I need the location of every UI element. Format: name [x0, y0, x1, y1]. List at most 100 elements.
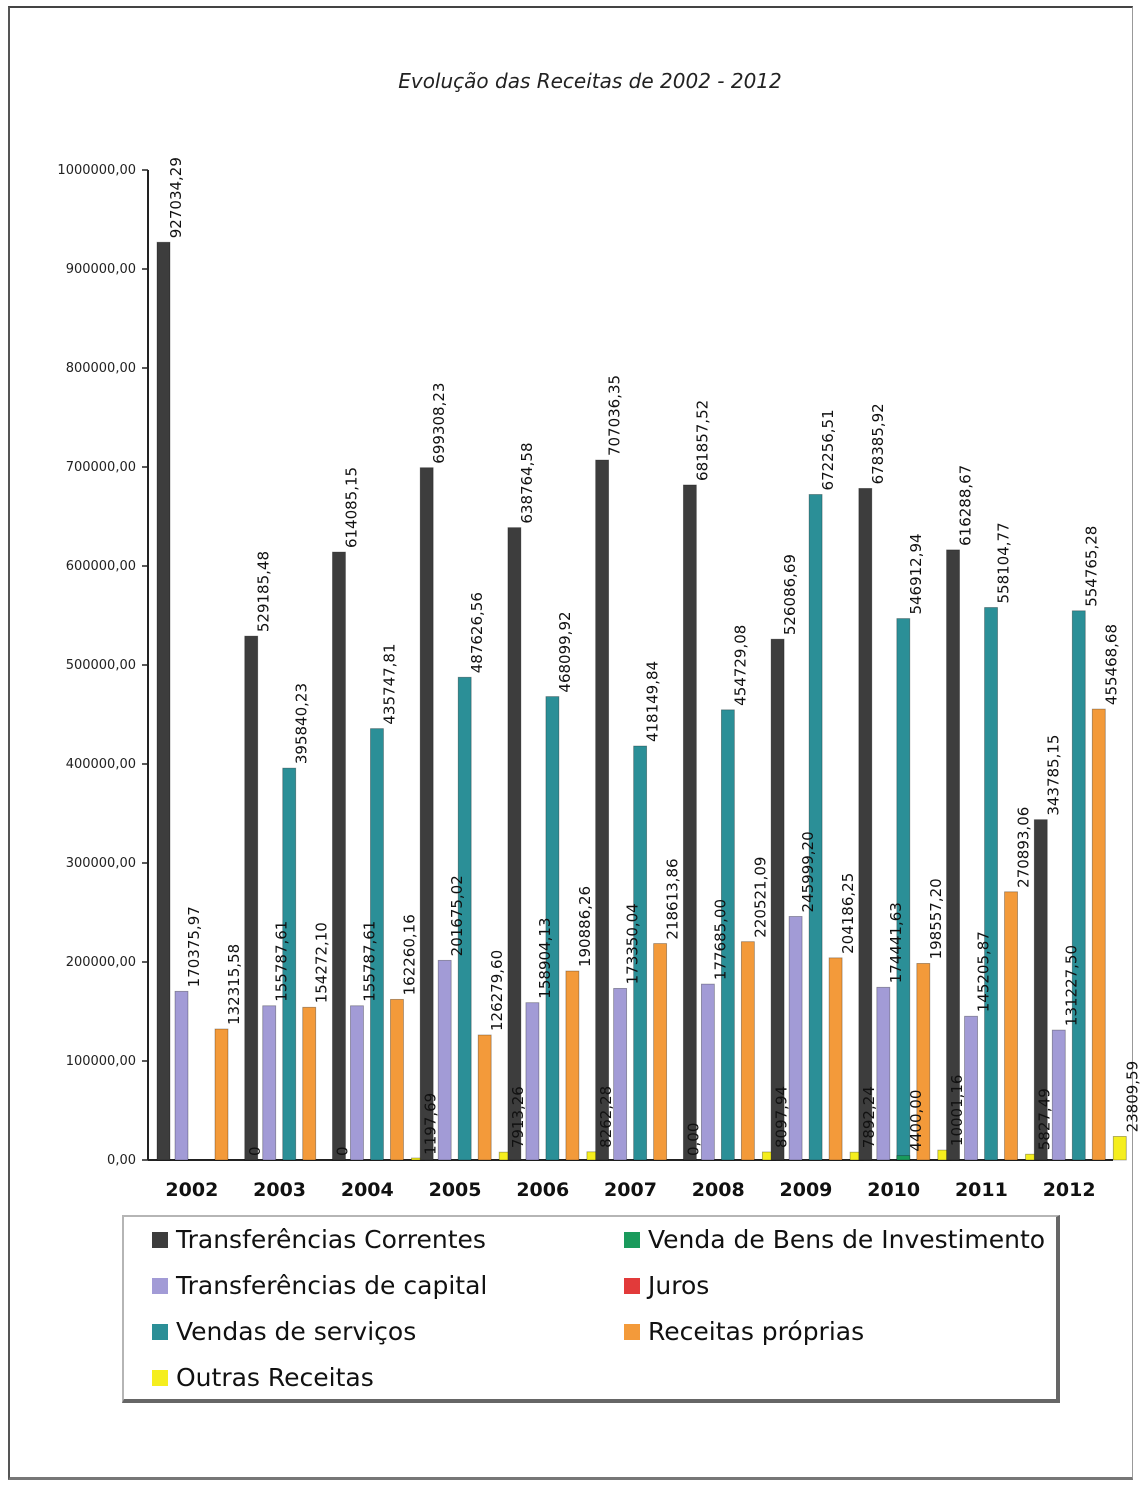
x-tick-label: 2010: [867, 1179, 920, 1201]
data-label: 455468,68: [1102, 624, 1120, 705]
data-label: 8262,28: [597, 1086, 615, 1148]
bar: [262, 1005, 277, 1161]
data-label: 454729,08: [731, 625, 749, 706]
data-label: 435747,81: [380, 643, 398, 724]
data-label: 418149,84: [644, 661, 662, 742]
bar: [1071, 610, 1086, 1161]
legend-swatch: [152, 1369, 168, 1386]
data-label: 173350,04: [624, 903, 642, 984]
legend-label: Receitas próprias: [648, 1317, 865, 1346]
data-label: 546912,94: [907, 533, 925, 614]
data-label: 158904,13: [536, 918, 554, 999]
data-label: 218613,86: [664, 858, 682, 939]
legend-item-transferencias-correntes: Transferências Correntes: [152, 1225, 486, 1254]
data-label: 204186,25: [839, 873, 857, 954]
bar: [565, 970, 580, 1161]
bars-group: [156, 241, 1127, 1161]
data-label: 190886,26: [576, 886, 594, 967]
legend-item-juros: Juros: [624, 1271, 709, 1300]
data-label: 10001,16: [948, 1075, 966, 1147]
x-tick-label: 2003: [253, 1179, 306, 1201]
data-label: 7913,26: [509, 1086, 527, 1148]
legend-label: Vendas de serviços: [176, 1317, 417, 1346]
bar: [788, 916, 803, 1161]
bar: [350, 1005, 364, 1161]
data-label: 23809,59: [1123, 1061, 1141, 1133]
bar: [613, 987, 628, 1161]
bar: [1051, 1029, 1066, 1161]
legend-item-vendas-servicos: Vendas de serviços: [152, 1317, 416, 1346]
bar: [457, 676, 472, 1161]
x-tick-label: 2009: [780, 1179, 833, 1201]
data-label: 0,00: [685, 1123, 703, 1156]
data-label: 155787,61: [360, 921, 378, 1002]
data-label: 132315,58: [225, 944, 243, 1025]
x-tick-label: 2012: [1043, 1179, 1096, 1201]
bar: [896, 618, 911, 1161]
bar: [1091, 708, 1106, 1161]
data-label: 5827,49: [1036, 1088, 1054, 1150]
data-label: 0: [334, 1146, 352, 1156]
data-label: 145205,87: [975, 931, 993, 1012]
bar: [720, 709, 735, 1161]
data-label: 616288,67: [957, 465, 975, 546]
bar: [808, 494, 823, 1161]
data-label: 177685,00: [711, 899, 729, 980]
bar: [419, 467, 434, 1161]
bar: [390, 998, 404, 1161]
legend-label: Transferências de capital: [176, 1271, 488, 1300]
x-tick-label: 2006: [516, 1179, 569, 1201]
y-tick-label: 100000,00: [66, 1054, 136, 1069]
data-label: 154272,10: [313, 922, 331, 1003]
y-tick-label: 0,00: [107, 1153, 136, 1168]
data-label: 343785,15: [1044, 735, 1062, 816]
bar: [828, 957, 843, 1161]
bar: [282, 767, 297, 1161]
bar: [595, 459, 610, 1161]
data-label: 678385,92: [869, 403, 887, 484]
bar: [740, 941, 755, 1161]
bar: [302, 1006, 317, 1161]
data-label: 8097,94: [772, 1086, 790, 1148]
data-label: 927034,29: [167, 157, 185, 238]
bar: [1004, 891, 1018, 1161]
data-label: 707036,35: [606, 375, 624, 456]
bar: [1033, 819, 1048, 1161]
data-label: 672256,51: [819, 409, 837, 490]
bar: [770, 638, 785, 1161]
legend-item-transferencias-capital: Transferências de capital: [152, 1271, 487, 1300]
data-label: 155787,61: [273, 921, 291, 1002]
data-label: 395840,23: [293, 683, 311, 764]
legend-swatch: [624, 1231, 640, 1248]
data-label: 126279,60: [488, 950, 506, 1031]
bar: [916, 963, 931, 1161]
bar: [682, 484, 697, 1161]
bar: [507, 527, 522, 1161]
x-tick-label: 2002: [165, 1179, 218, 1201]
bar: [946, 549, 960, 1161]
y-tick-label: 300000,00: [66, 856, 136, 871]
data-label: 220521,09: [751, 857, 769, 938]
bar: [858, 487, 873, 1161]
legend-label: Juros: [648, 1271, 710, 1300]
bar: [214, 1028, 229, 1161]
bar: [525, 1002, 540, 1161]
bar: [545, 696, 560, 1161]
data-label: 614085,15: [342, 467, 360, 548]
data-label: 201675,02: [448, 875, 466, 956]
data-label: 681857,52: [693, 400, 711, 481]
bar: [1112, 1136, 1127, 1161]
bar: [174, 990, 189, 1161]
bar: [876, 986, 891, 1161]
y-tick-label: 400000,00: [66, 757, 136, 772]
legend-swatch: [624, 1277, 640, 1294]
bar: [156, 241, 171, 1161]
bar: [370, 728, 384, 1161]
bar: [984, 607, 998, 1161]
data-label: 468099,92: [556, 611, 574, 692]
y-tick-label: 1000000,00: [57, 163, 136, 178]
data-label: 170375,97: [185, 906, 203, 987]
y-tick-label: 900000,00: [66, 262, 136, 277]
bar: [477, 1034, 492, 1161]
